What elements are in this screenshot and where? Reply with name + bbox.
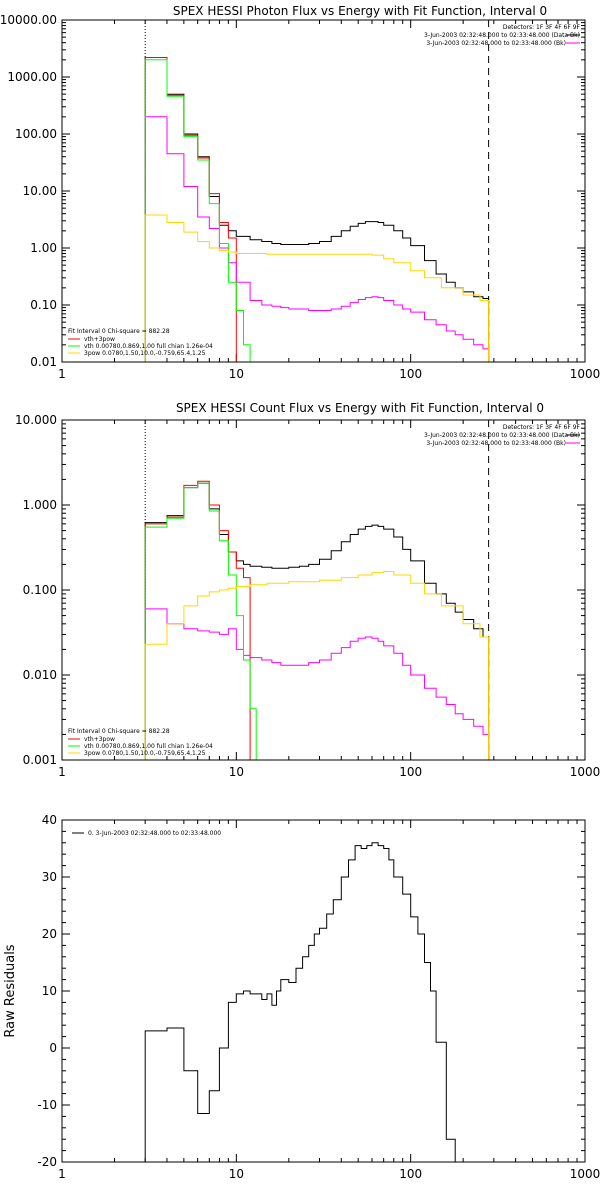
photon-fit-entry-2: vth 0.00780,0.869,1.00 full chian 1.26e-… bbox=[84, 343, 213, 350]
photon-y-tick-label: 1000.00 bbox=[7, 70, 57, 84]
count-fit-entry-3: 3pow 0.0780,1.50,10.0,-0.759,65.4,1.25 bbox=[84, 750, 206, 757]
photon-legend-detectors: Detectors: 1F 3F 4F 6F 9F bbox=[503, 24, 581, 31]
photon-flux-title: SPEX HESSI Photon Flux vs Energy with Fi… bbox=[173, 4, 547, 18]
count-fit-entry-1: vth+3pow bbox=[84, 736, 115, 743]
residuals-series-0 bbox=[144, 842, 489, 1163]
photon-fit-entry-1: vth+3pow bbox=[84, 336, 115, 343]
photon-x-tick-label: 100 bbox=[399, 367, 422, 381]
residuals-y-tick-label: 40 bbox=[42, 813, 57, 827]
residuals-legend: 0. 3-Jun-2003 02:32:48.000 to 02:33:48.0… bbox=[88, 830, 221, 837]
photon-flux-frame bbox=[61, 19, 586, 363]
photon-legend-bk: 3-Jun-2003 02:32:48.000 to 02:33:48.000 … bbox=[426, 40, 566, 47]
count-legend-detectors: Detectors: 1F 3F 4F 6F 9F bbox=[503, 424, 581, 431]
photon-y-tick-label: 100.00 bbox=[15, 127, 57, 141]
count-x-tick-label: 1000 bbox=[570, 765, 600, 779]
photon-series-4 bbox=[144, 214, 490, 362]
count-flux-panel: SPEX HESSI Count Flux vs Energy with Fit… bbox=[15, 401, 600, 779]
photon-series-3 bbox=[144, 59, 251, 362]
residuals-ylabel: Raw Residuals bbox=[3, 944, 18, 1037]
residuals-y-tick-label: -20 bbox=[37, 1155, 57, 1169]
count-y-tick-label: 0.001 bbox=[23, 753, 57, 767]
residuals-frame bbox=[61, 819, 586, 1163]
residuals-x-tick-label: 1000 bbox=[570, 1167, 600, 1181]
count-x-tick-label: 100 bbox=[399, 765, 422, 779]
photon-y-tick-label: 10000.00 bbox=[0, 13, 57, 27]
photon-x-tick-label: 1000 bbox=[570, 367, 600, 381]
photon-fit-legend: Fit Interval 0 Chi-square = 882.28 vth+3… bbox=[68, 328, 213, 357]
residuals-y-tick-label: 20 bbox=[42, 927, 57, 941]
count-legend-data-bk: 3-Jun-2003 02:32:48.000 to 02:33:48.000 … bbox=[424, 432, 580, 439]
photon-x-tick-label: 10 bbox=[229, 367, 244, 381]
photon-y-tick-label: 1.00 bbox=[30, 241, 57, 255]
photon-fit-entry-3: 3pow 0.0780,1.50,10.0,-0.759,65.4,1.25 bbox=[84, 350, 206, 357]
residuals-x-tick-label: 10 bbox=[229, 1167, 244, 1181]
photon-series-0 bbox=[144, 57, 490, 362]
photon-x-tick-label: 1 bbox=[58, 367, 66, 381]
residuals-x-tick-label: 100 bbox=[399, 1167, 422, 1181]
count-series-0 bbox=[144, 482, 490, 760]
count-fit-header: Fit Interval 0 Chi-square = 882.28 bbox=[68, 728, 170, 735]
photon-fit-header: Fit Interval 0 Chi-square = 882.28 bbox=[68, 328, 170, 335]
residuals-y-tick-label: 0 bbox=[49, 1041, 57, 1055]
residuals-x-tick-label: 1 bbox=[58, 1167, 66, 1181]
count-legend-bk: 3-Jun-2003 02:32:48.000 to 02:33:48.000 … bbox=[426, 440, 566, 447]
photon-series-2 bbox=[144, 116, 490, 362]
photon-series-1 bbox=[144, 57, 237, 362]
photon-flux-panel: SPEX HESSI Photon Flux vs Energy with Fi… bbox=[0, 4, 600, 381]
photon-legend-data-bk: 3-Jun-2003 02:32:48.000 to 02:33:48.000 … bbox=[424, 32, 580, 39]
residuals-y-tick-label: -10 bbox=[37, 1098, 57, 1112]
count-flux-frame bbox=[61, 419, 586, 761]
count-y-tick-label: 1.000 bbox=[23, 498, 57, 512]
count-y-tick-label: 0.010 bbox=[23, 668, 57, 682]
count-series-1 bbox=[144, 480, 251, 760]
photon-y-tick-label: 0.10 bbox=[30, 298, 57, 312]
photon-y-tick-label: 0.01 bbox=[30, 355, 57, 369]
count-series-4 bbox=[144, 571, 490, 760]
count-x-tick-label: 1 bbox=[58, 765, 66, 779]
count-y-tick-label: 10.000 bbox=[15, 413, 57, 427]
residuals-y-tick-label: 30 bbox=[42, 870, 57, 884]
count-top-legend: Detectors: 1F 3F 4F 6F 9F 3-Jun-2003 02:… bbox=[424, 424, 581, 447]
photon-y-tick-label: 10.00 bbox=[23, 184, 57, 198]
count-fit-legend: Fit Interval 0 Chi-square = 882.28 vth+3… bbox=[68, 728, 213, 757]
count-x-tick-label: 10 bbox=[229, 765, 244, 779]
count-series-2 bbox=[144, 608, 490, 760]
photon-top-legend: Detectors: 1F 3F 4F 6F 9F 3-Jun-2003 02:… bbox=[424, 24, 581, 47]
count-y-tick-label: 0.100 bbox=[23, 583, 57, 597]
count-fit-entry-2: vth 0.00780,0.869,1.00 full chian 1.26e-… bbox=[84, 743, 213, 750]
count-series-3 bbox=[144, 482, 257, 760]
residuals-y-tick-label: 10 bbox=[42, 984, 57, 998]
count-flux-title: SPEX HESSI Count Flux vs Energy with Fit… bbox=[176, 401, 544, 415]
